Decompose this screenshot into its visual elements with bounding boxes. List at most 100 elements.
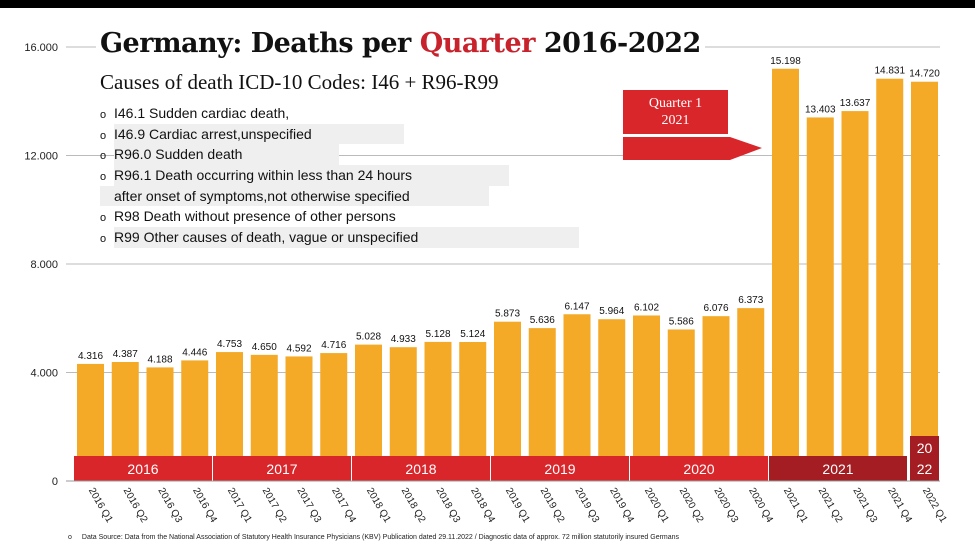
bar-value-label: 6.373 <box>738 295 763 306</box>
bullet-icon: o <box>100 233 107 246</box>
x-tick-label: 2016 Q4 <box>190 486 219 525</box>
icd-code-item: o R96.1 Death occurring within less than … <box>100 165 579 186</box>
icd-code-text: I46.1 Sudden cardiac death, <box>114 105 290 121</box>
callout-line: Quarter 1 <box>648 96 703 111</box>
year-band-2022 <box>910 436 939 481</box>
x-tick-label: 2019 Q1 <box>503 486 532 525</box>
bar-value-label: 13.637 <box>840 98 871 109</box>
bar-value-label: 4.650 <box>252 342 277 353</box>
chart-subtitle: Causes of death ICD-10 Codes: I46 + R96-… <box>100 70 499 94</box>
chart-title: Germany: Deaths per Quarter 2016-2022 <box>96 28 705 59</box>
x-tick-label: 2016 Q1 <box>86 486 115 525</box>
bullet-icon: o <box>100 150 107 163</box>
icd-code-item: o R98 Death without presence of other per… <box>100 206 579 227</box>
year-band-label: 2020 <box>683 461 714 477</box>
bullet-icon: o <box>68 534 72 541</box>
source-text: Data Source: Data from the National Asso… <box>81 534 680 541</box>
year-band <box>769 456 907 481</box>
callout-line: 2021 <box>661 113 690 128</box>
year-band-label: 2016 <box>127 461 158 477</box>
bar-value-label: 5.586 <box>669 316 694 327</box>
x-tick-label: 2020 Q2 <box>677 486 706 525</box>
x-tick-label: 2016 Q2 <box>121 486 150 525</box>
year-band <box>491 456 629 481</box>
bar-value-label: 4.446 <box>182 347 207 358</box>
top-border <box>0 0 975 8</box>
icd-code-text: R96.1 Death occurring within less than 2… <box>114 165 509 186</box>
icd-code-item: o R96.0 Sudden death <box>100 144 579 166</box>
x-tick-label: 2019 Q4 <box>607 486 636 525</box>
bar <box>911 81 938 481</box>
bar-value-label: 6.147 <box>564 301 589 312</box>
y-tick-label: 8.000 <box>30 259 58 271</box>
x-tick-label: 2018 Q1 <box>364 486 393 525</box>
bar-value-label: 4.316 <box>78 351 103 362</box>
bar-value-label: 4.387 <box>113 349 138 360</box>
y-tick-label: 16.000 <box>24 42 58 54</box>
year-band-label: 22 <box>917 461 933 477</box>
bar-value-label: 5.028 <box>356 332 381 343</box>
year-band <box>213 456 351 481</box>
bar-value-label: 4.933 <box>391 334 416 345</box>
bar <box>806 117 834 481</box>
bar <box>598 319 626 481</box>
x-tick-label: 2019 Q3 <box>572 486 601 525</box>
x-tick-label: 2021 Q3 <box>850 486 879 525</box>
x-tick-label: 2020 Q4 <box>746 486 775 525</box>
bar-value-label: 5.873 <box>495 309 520 320</box>
bar-value-label: 5.636 <box>530 315 555 326</box>
y-tick-label: 4.000 <box>30 368 58 380</box>
bullet-icon: o <box>100 129 107 142</box>
icd-code-item: o I46.9 Cardiac arrest,unspecified <box>100 123 579 145</box>
bar <box>702 316 730 481</box>
year-band-label: 2017 <box>266 461 297 477</box>
x-tick-label: 2018 Q2 <box>399 486 428 525</box>
bar-value-label: 14.831 <box>874 66 905 77</box>
bar <box>528 328 556 481</box>
icd-code-text: R99 Other causes of death, vague or unsp… <box>114 227 579 248</box>
bullet-icon: o <box>100 109 107 121</box>
icd-code-item: o I46.1 Sudden cardiac death, <box>100 103 579 124</box>
icd-code-item: o R99 Other causes of death, vague or uns… <box>100 227 579 248</box>
x-tick-label: 2018 Q4 <box>468 486 497 525</box>
icd-code-text: after onset of symptoms,not otherwise sp… <box>100 185 489 207</box>
bar <box>772 68 799 482</box>
bar <box>876 78 904 482</box>
bar-value-label: 5.964 <box>599 306 624 317</box>
year-band <box>630 456 768 481</box>
year-band <box>74 456 212 481</box>
icd-code-list: o I46.1 Sudden cardiac death, o I46.9 Cardi… <box>100 103 579 248</box>
year-band-label: 2018 <box>405 461 436 477</box>
year-band-label: 2019 <box>544 461 575 477</box>
bar-value-label: 5.124 <box>460 329 485 340</box>
x-tick-label: 2016 Q3 <box>155 486 184 525</box>
title-part: 2016-2022 <box>534 28 702 59</box>
x-tick-label: 2021 Q2 <box>816 486 845 525</box>
y-tick-label: 0 <box>52 476 58 488</box>
x-tick-label: 2020 Q3 <box>711 486 740 525</box>
bar-value-label: 4.753 <box>217 339 242 350</box>
title-highlight: Quarter <box>419 28 536 59</box>
year-band <box>352 456 490 481</box>
bar-value-label: 6.076 <box>703 303 728 314</box>
bar <box>563 314 591 481</box>
bar <box>494 321 521 481</box>
x-tick-label: 2017 Q1 <box>225 486 254 525</box>
bar <box>841 111 869 481</box>
callout-quarter1-2021: Quarter 1 2021 <box>623 90 728 134</box>
y-tick-label: 12.000 <box>24 151 58 163</box>
bar-value-label: 6.102 <box>634 302 659 313</box>
bar-value-label: 15.198 <box>770 56 801 67</box>
x-tick-label: 2018 Q3 <box>433 486 462 525</box>
x-tick-label: 2019 Q2 <box>538 486 567 525</box>
x-tick-label: 2017 Q4 <box>329 486 358 525</box>
x-tick-label: 2021 Q1 <box>781 486 810 525</box>
bar-value-label: 14.720 <box>909 69 940 80</box>
bar-value-label: 13.403 <box>805 104 836 115</box>
year-band-label: 2021 <box>822 461 853 477</box>
bar <box>737 308 765 481</box>
x-tick-label: 2017 Q3 <box>294 486 323 525</box>
x-tick-label: 2020 Q1 <box>642 486 671 525</box>
title-part: Germany: Deaths per <box>100 28 420 59</box>
